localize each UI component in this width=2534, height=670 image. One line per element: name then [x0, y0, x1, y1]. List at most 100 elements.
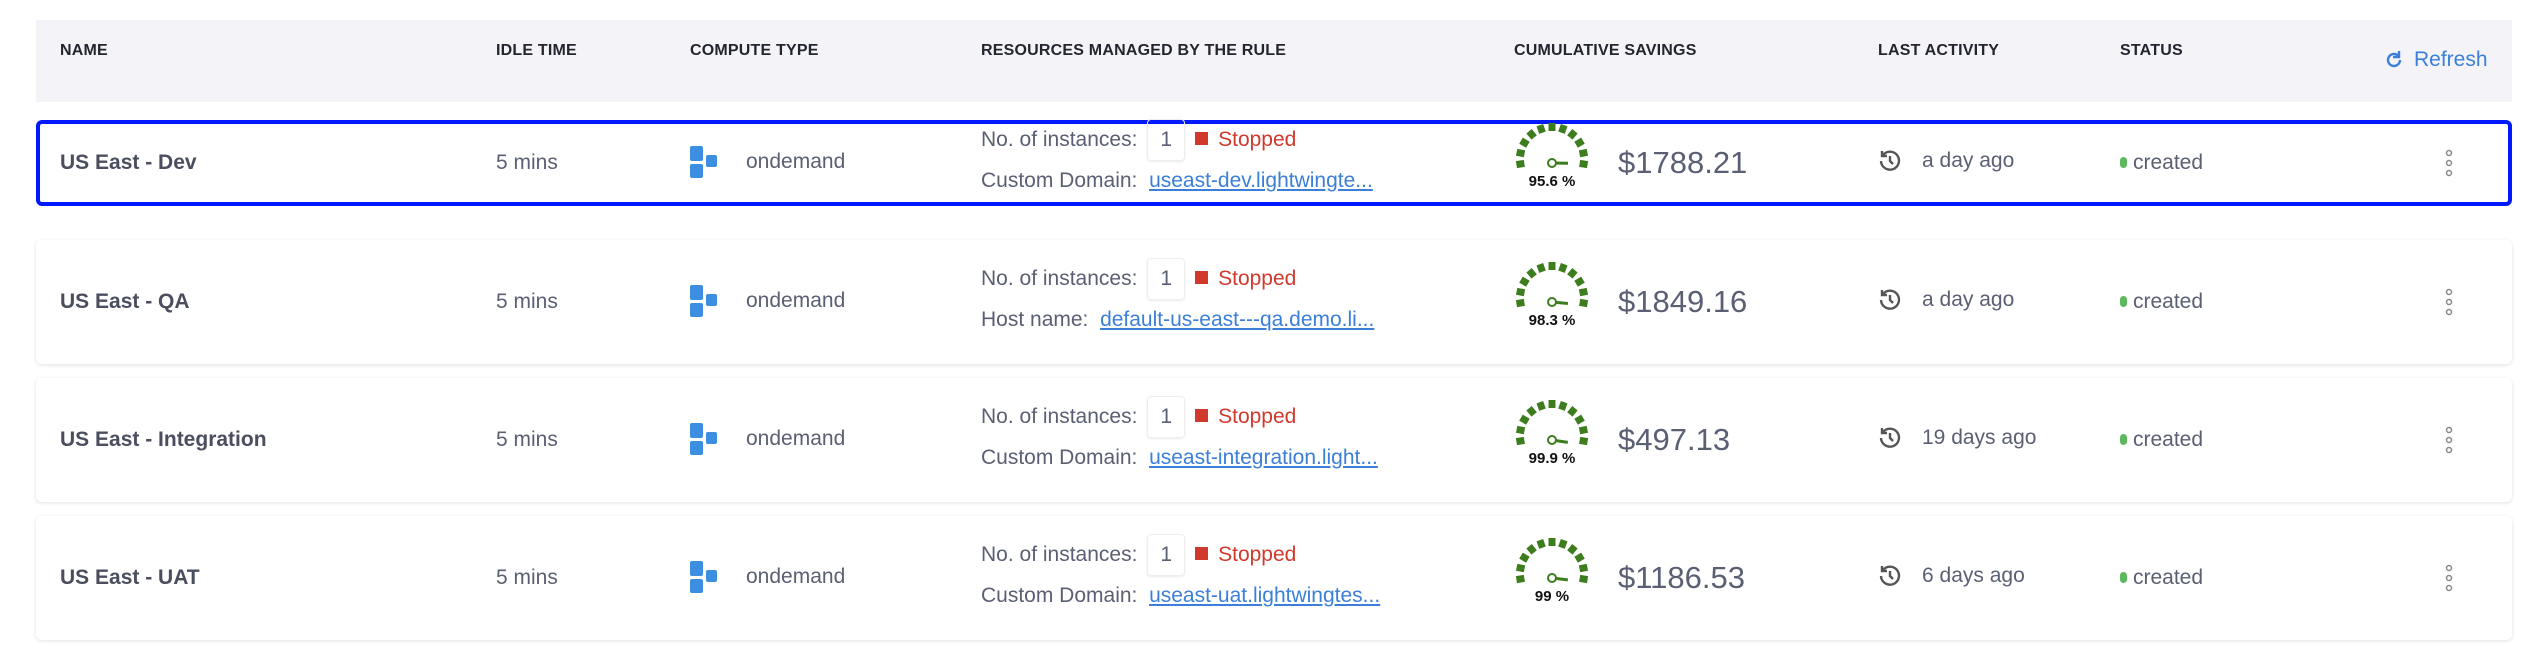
instance-count: 1 — [1147, 119, 1186, 161]
idle-time: 5 mins — [496, 290, 558, 313]
instance-state: Stopped — [1218, 128, 1297, 151]
resource-link[interactable]: useast-dev.lightwingte... — [1149, 169, 1373, 192]
link-label: Host name: — [981, 308, 1089, 331]
col-name[interactable]: NAME — [60, 42, 108, 59]
status-dot-icon — [2120, 296, 2127, 307]
status: created — [2120, 290, 2203, 314]
instance-count: 1 — [1147, 396, 1186, 438]
status-text: created — [2133, 566, 2204, 589]
resource-link[interactable]: useast-integration.light... — [1149, 446, 1378, 469]
history-icon — [1879, 289, 1901, 310]
resources: No. of instances: 1 Stopped Host name: def… — [981, 258, 1374, 340]
history-icon — [1879, 150, 1901, 171]
instance-state: Stopped — [1218, 405, 1297, 428]
stopped-icon — [1195, 271, 1209, 284]
status-text: created — [2133, 151, 2204, 174]
last-activity: 6 days ago — [1878, 564, 2025, 588]
compute-type-label: ondemand — [746, 150, 846, 173]
status: created — [2120, 428, 2203, 452]
stopped-icon — [1195, 547, 1209, 560]
rule-name[interactable]: US East - Dev — [60, 151, 197, 174]
table-header — [36, 20, 2512, 102]
status-text: created — [2133, 290, 2204, 313]
instances-label: No. of instances: — [981, 543, 1138, 566]
status: created — [2120, 566, 2203, 590]
compute-icon — [690, 561, 717, 593]
activity-text: 19 days ago — [1922, 426, 2037, 449]
resources: No. of instances: 1 Stopped Custom Domain:… — [981, 119, 1373, 201]
savings-amount: $1849.16 — [1618, 284, 1748, 319]
compute-icon — [690, 285, 717, 317]
history-icon — [1879, 427, 1901, 448]
more-options-icon[interactable] — [2444, 288, 2454, 316]
instance-count: 1 — [1147, 258, 1186, 300]
savings-gauge — [1515, 123, 1589, 169]
more-options-icon[interactable] — [2444, 564, 2454, 592]
savings-percent: 99.9 % — [1528, 450, 1576, 467]
instances-label: No. of instances: — [981, 128, 1138, 151]
status-dot-icon — [2120, 572, 2127, 583]
table-row[interactable] — [36, 120, 2512, 206]
compute-type-label: ondemand — [746, 289, 846, 312]
rule-name[interactable]: US East - QA — [60, 290, 190, 313]
table-row[interactable] — [36, 516, 2512, 640]
activity-text: a day ago — [1922, 288, 2015, 311]
savings-amount: $497.13 — [1618, 422, 1731, 457]
savings-percent: 98.3 % — [1528, 312, 1576, 329]
savings-percent: 99 % — [1534, 588, 1570, 605]
compute-type: ondemand — [690, 561, 845, 593]
link-label: Custom Domain: — [981, 446, 1138, 469]
instance-state: Stopped — [1218, 267, 1297, 290]
activity-text: 6 days ago — [1922, 564, 2025, 587]
last-activity: a day ago — [1878, 149, 2014, 173]
savings-percent: 95.6 % — [1528, 173, 1576, 190]
savings-amount: $1788.21 — [1618, 145, 1748, 180]
status: created — [2120, 151, 2203, 175]
last-activity: a day ago — [1878, 288, 2014, 312]
compute-type: ondemand — [690, 423, 845, 455]
compute-type-label: ondemand — [746, 427, 846, 450]
instance-state: Stopped — [1218, 543, 1297, 566]
compute-type: ondemand — [690, 146, 845, 178]
col-idle-time[interactable]: IDLE TIME — [496, 42, 577, 59]
resource-link[interactable]: useast-uat.lightwingtes... — [1149, 584, 1381, 607]
col-status[interactable]: STATUS — [2120, 42, 2183, 59]
compute-type-label: ondemand — [746, 565, 846, 588]
rule-name[interactable]: US East - Integration — [60, 428, 267, 451]
idle-time: 5 mins — [496, 151, 558, 174]
history-icon — [1879, 565, 1901, 586]
stopped-icon — [1195, 409, 1209, 422]
savings-gauge — [1515, 538, 1589, 584]
refresh-icon — [2386, 51, 2402, 68]
savings-amount: $1186.53 — [1618, 560, 1745, 595]
activity-text: a day ago — [1922, 149, 2015, 172]
link-label: Custom Domain: — [981, 169, 1138, 192]
resources: No. of instances: 1 Stopped Custom Domain:… — [981, 396, 1378, 478]
more-options-icon[interactable] — [2444, 426, 2454, 454]
col-savings[interactable]: CUMULATIVE SAVINGS — [1514, 42, 1697, 59]
table-row[interactable] — [36, 240, 2512, 364]
col-last-activity[interactable]: LAST ACTIVITY — [1878, 42, 2000, 59]
more-options-icon[interactable] — [2444, 149, 2454, 177]
table-row[interactable] — [36, 378, 2512, 502]
savings-gauge — [1515, 400, 1589, 446]
last-activity: 19 days ago — [1878, 426, 2036, 450]
link-label: Custom Domain: — [981, 584, 1138, 607]
status-text: created — [2133, 428, 2204, 451]
idle-time: 5 mins — [496, 428, 558, 451]
refresh-button[interactable]: Refresh — [2384, 48, 2488, 72]
resource-link[interactable]: default-us-east---qa.demo.li... — [1100, 308, 1375, 331]
resources: No. of instances: 1 Stopped Custom Domain:… — [981, 534, 1380, 616]
stopped-icon — [1195, 132, 1209, 145]
instances-label: No. of instances: — [981, 405, 1138, 428]
savings-gauge — [1515, 262, 1589, 308]
compute-icon — [690, 146, 717, 178]
rule-name[interactable]: US East - UAT — [60, 566, 200, 589]
compute-type: ondemand — [690, 285, 845, 317]
col-compute-type[interactable]: COMPUTE TYPE — [690, 42, 819, 59]
refresh-label: Refresh — [2414, 48, 2488, 71]
compute-icon — [690, 423, 717, 455]
instances-label: No. of instances: — [981, 267, 1138, 290]
idle-time: 5 mins — [496, 566, 558, 589]
col-resources[interactable]: RESOURCES MANAGED BY THE RULE — [981, 42, 1287, 59]
